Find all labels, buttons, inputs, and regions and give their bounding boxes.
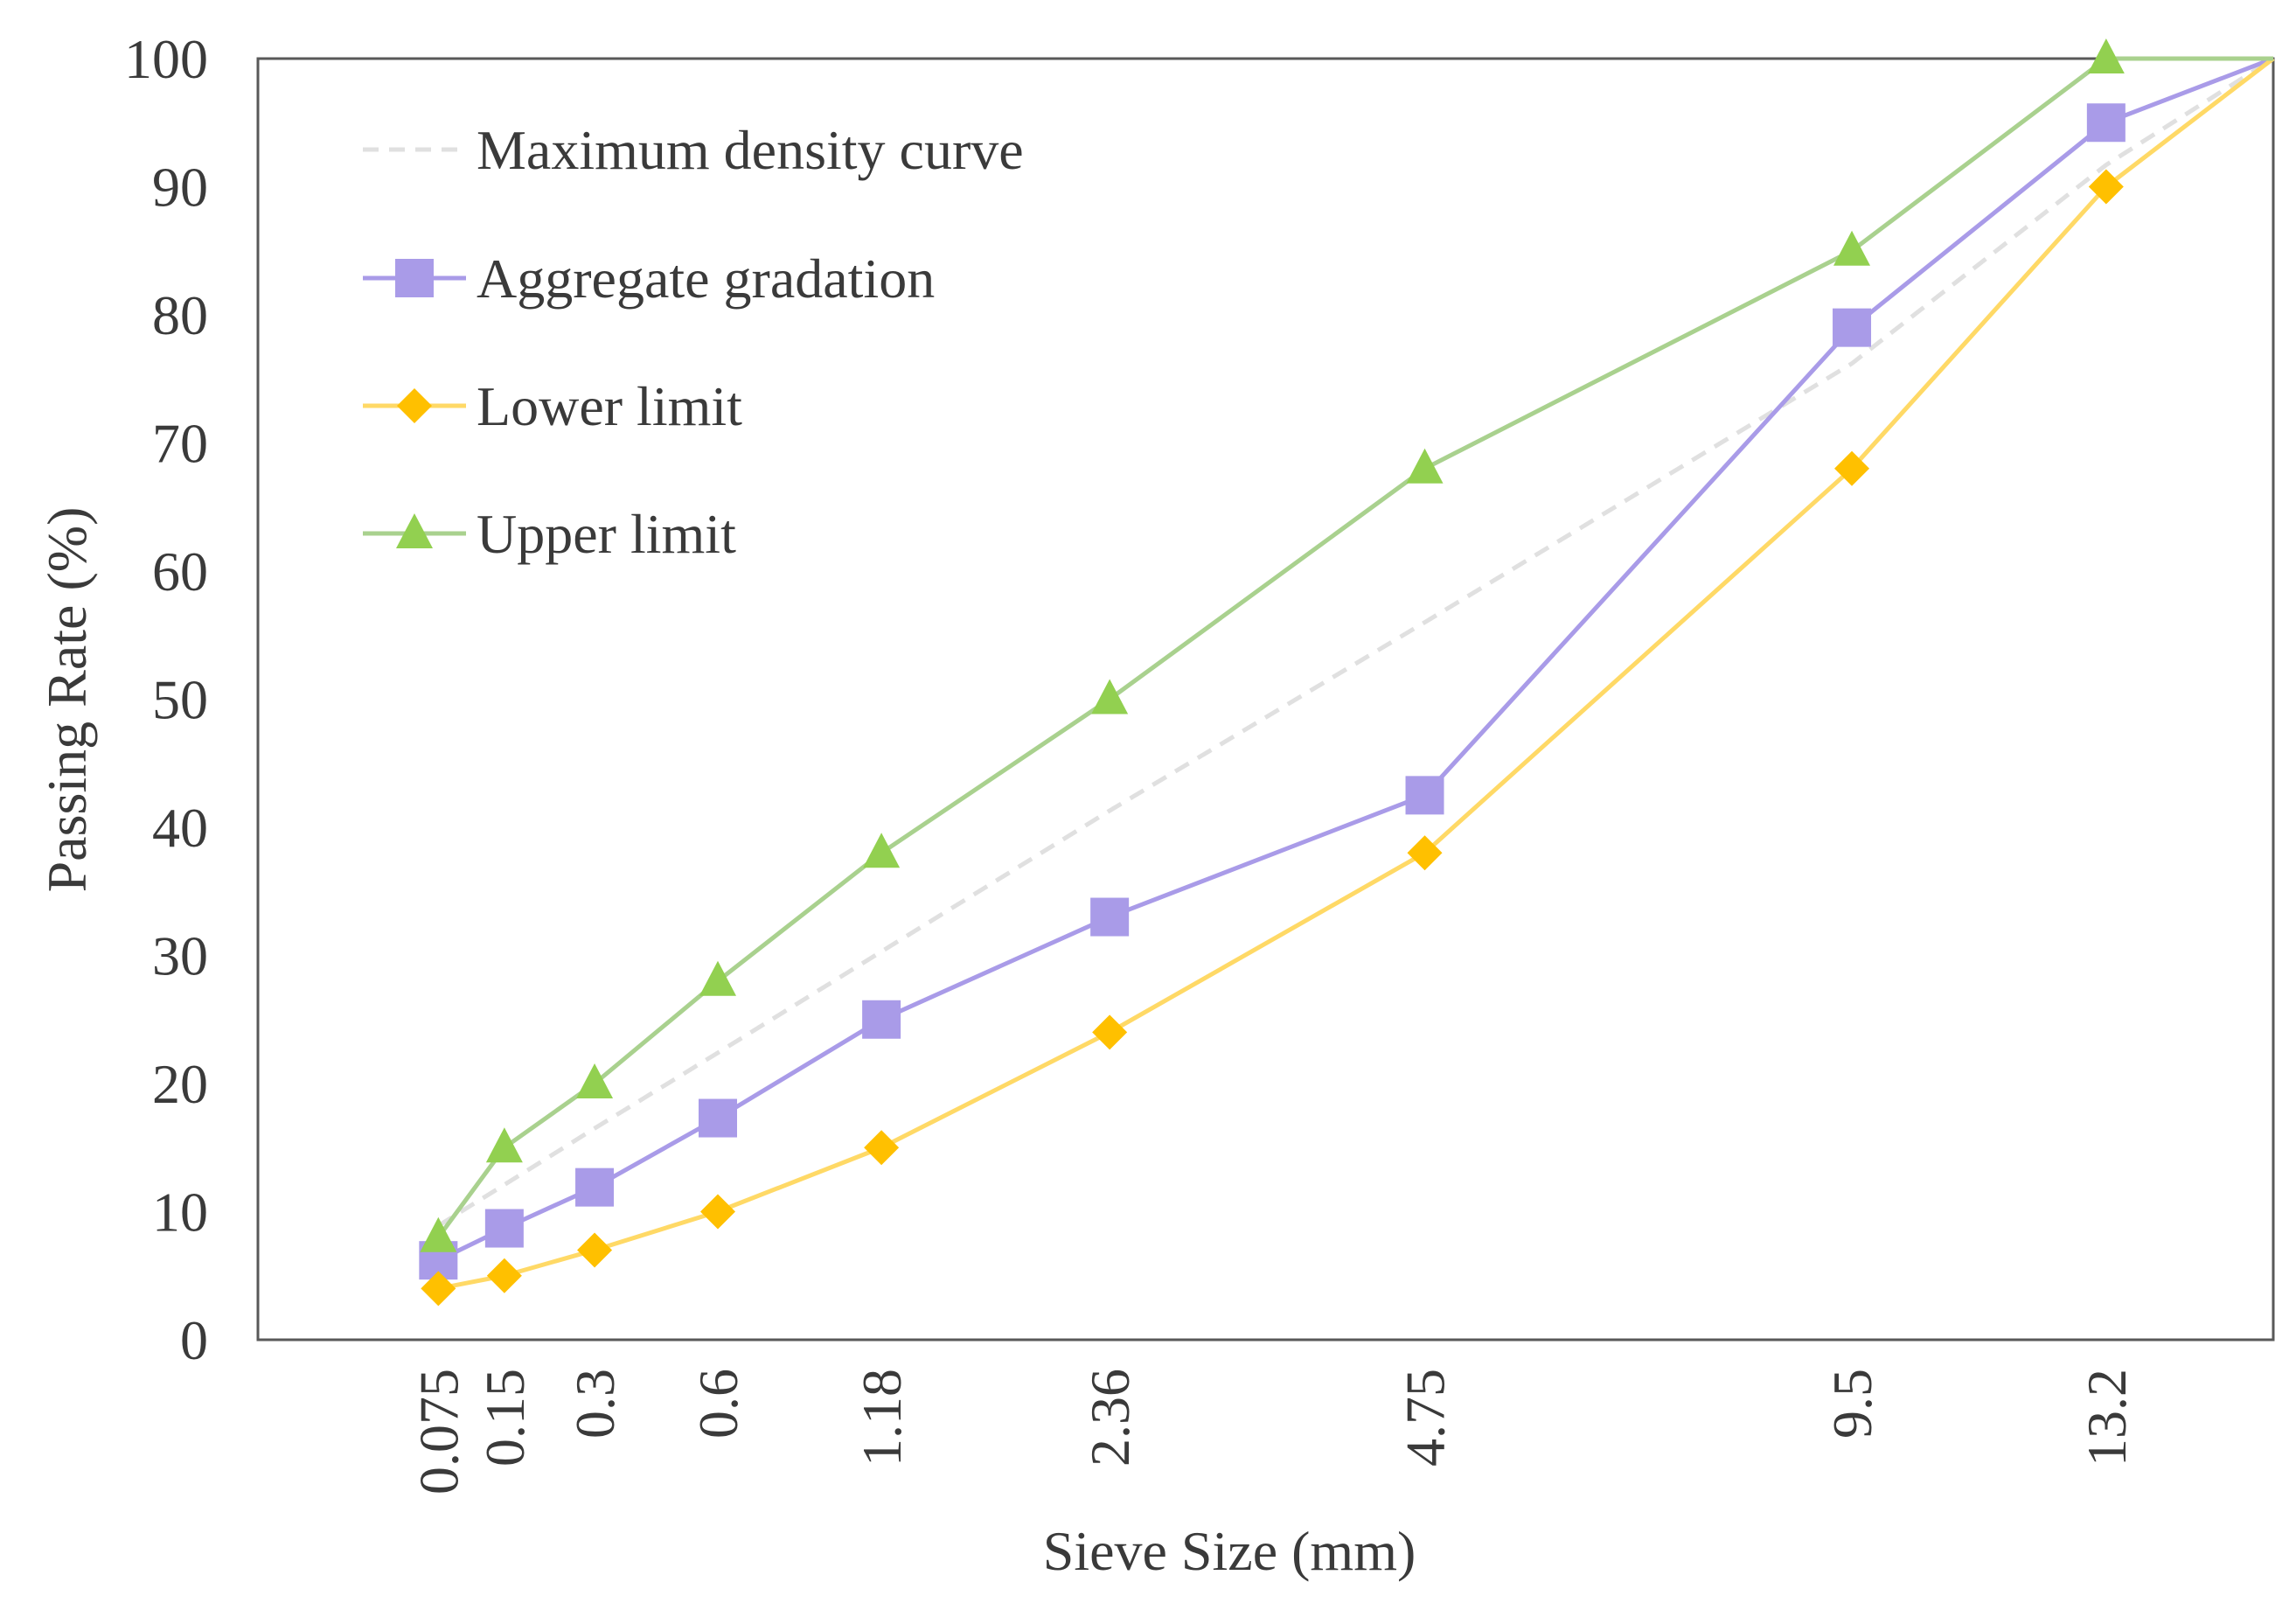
x-tick-label: 1.18 <box>851 1369 913 1467</box>
x-axis-ticks: 0.075 0.15 0.3 0.6 1.18 2.36 4.75 9.5 13.2 <box>407 1369 2138 1495</box>
upper-limit-point <box>420 1216 457 1252</box>
y-tick-label: 40 <box>152 797 208 859</box>
legend-item-lower-limit: Lower limit <box>363 375 742 437</box>
aggregate-gradation-point <box>698 1098 737 1138</box>
y-tick-label: 50 <box>152 669 208 731</box>
aggregate-gradation-point <box>2086 103 2126 143</box>
aggregate-gradation-point <box>575 1167 615 1207</box>
legend-item-aggregate-gradation: Aggregate gradation <box>363 247 935 310</box>
upper-limit-point <box>2087 38 2125 73</box>
lower-limit-point <box>864 1130 900 1166</box>
upper-limit-point <box>1091 679 1129 714</box>
x-tick-label: 0.15 <box>474 1369 536 1467</box>
y-axis-title: Passing Rate (%) <box>36 507 98 893</box>
x-tick-label: 2.36 <box>1079 1369 1141 1467</box>
upper-limit-point <box>863 833 901 868</box>
plot-area <box>256 57 2275 1342</box>
y-tick-label: 80 <box>152 284 208 346</box>
series-markers <box>419 38 2126 1307</box>
lower-limit-point <box>577 1232 613 1268</box>
y-tick-label: 100 <box>124 28 208 90</box>
x-tick-label: 0.3 <box>564 1369 626 1439</box>
legend: Maximum density curve Aggregate gradation… <box>363 119 1024 565</box>
upper-limit-line <box>436 56 2273 1239</box>
y-tick-label: 90 <box>152 157 208 219</box>
lower-limit-point <box>1092 1014 1128 1050</box>
aggregate-gradation-point <box>1090 897 1130 937</box>
lower-limit-point <box>1407 835 1443 871</box>
legend-swatch-marker <box>395 259 434 297</box>
aggregate-gradation-point <box>862 1000 901 1039</box>
maximum-density-curve-line <box>437 56 2275 1228</box>
x-tick-label: 9.5 <box>1821 1369 1883 1439</box>
y-tick-label: 0 <box>180 1309 208 1371</box>
y-tick-label: 20 <box>152 1053 208 1115</box>
lower-limit-point <box>421 1271 456 1307</box>
x-tick-label: 13.2 <box>2076 1369 2138 1467</box>
lower-limit-point <box>2088 169 2124 205</box>
legend-swatch-marker <box>397 388 432 423</box>
legend-label: Aggregate gradation <box>477 247 935 310</box>
legend-label: Upper limit <box>477 503 736 565</box>
aggregate-gradation-point <box>1405 776 1444 815</box>
aggregate-gradation-point <box>484 1209 524 1248</box>
x-tick-label: 0.075 <box>407 1369 470 1495</box>
upper-limit-point <box>576 1063 614 1098</box>
upper-limit-point <box>1833 230 1871 266</box>
lower-limit-point <box>486 1258 522 1293</box>
legend-label: Maximum density curve <box>477 119 1024 181</box>
lower-limit-point <box>1834 450 1870 486</box>
aggregate-gradation-point <box>1833 308 1872 347</box>
x-tick-label: 0.6 <box>687 1369 749 1439</box>
legend-item-maximum-density-curve: Maximum density curve <box>363 119 1024 181</box>
y-tick-label: 10 <box>152 1181 208 1244</box>
x-tick-label: 4.75 <box>1395 1369 1457 1467</box>
legend-label: Lower limit <box>477 375 742 437</box>
legend-item-upper-limit: Upper limit <box>363 503 736 565</box>
legend-swatch-marker <box>396 513 433 548</box>
y-tick-label: 60 <box>152 540 208 603</box>
lower-limit-line <box>437 57 2275 1291</box>
y-tick-label: 70 <box>152 413 208 475</box>
upper-limit-point <box>1406 448 1444 484</box>
y-axis-ticks: 0 10 20 30 40 50 60 70 80 90 100 <box>124 28 208 1371</box>
x-axis-title: Sieve Size (mm) <box>1043 1520 1416 1582</box>
series-lines <box>436 56 2275 1291</box>
upper-limit-point <box>699 960 736 996</box>
aggregate-gradation-line <box>437 56 2274 1263</box>
y-tick-label: 30 <box>152 925 208 987</box>
upper-limit-point <box>485 1127 523 1163</box>
lower-limit-point <box>699 1194 735 1230</box>
